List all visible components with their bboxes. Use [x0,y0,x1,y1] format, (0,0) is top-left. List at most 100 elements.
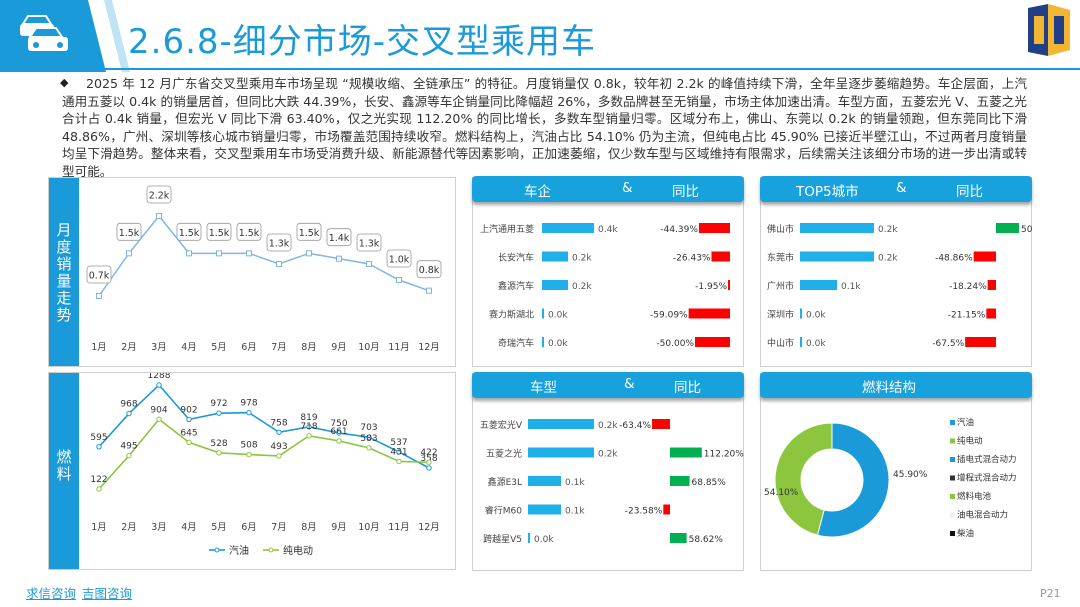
sales-data-label: 1.5k [209,228,230,239]
value-bar [800,251,874,262]
donut-slice [774,422,833,536]
yoy-bar [986,308,996,319]
value-bar [528,419,594,429]
sales-month-tick: 3月 [151,342,167,353]
yoy-label: -26.43% [673,254,711,264]
category-label: 鑫源E3L [488,476,522,488]
yoy-bar [670,533,687,543]
legend-gas-marker [214,547,220,553]
fuel-point [426,459,432,465]
value-label: 0.0k [806,311,826,321]
yoy-label: -59.09% [650,311,688,321]
fuel-data-label: 978 [240,399,257,409]
sales-data-label: 1.0k [389,255,410,266]
fuel-point [276,453,282,459]
legend-label: 燃料电池 [957,491,992,502]
legend-ev-label: 纯电动 [283,544,313,557]
fuel-point [216,410,222,416]
yoy-bar [965,337,996,347]
fuel-point [306,433,312,439]
page-header: 2.6.8-细分市场-交叉型乘用车 [0,0,1080,72]
sales-data-label: 0.8k [419,265,440,276]
legend-label: 插电式混合动力 [957,454,1017,465]
fuel-data-label: 1288 [148,373,171,381]
yoy-label: 112.20% [704,450,744,460]
fuel-structure-banner-label: 燃料结构 [862,380,916,396]
fuel-month-tick: 3月 [151,522,167,533]
sales-point [126,250,132,257]
value-bar [800,337,802,347]
city-banner-yoy: 同比 [956,184,983,200]
category-label: 长安汽车 [498,252,534,264]
sales-point [96,293,102,299]
value-label: 0.0k [806,339,826,349]
yoy-label: 58.62% [689,535,724,545]
pie-label-ev: 45.90% [893,470,928,480]
value-label: 0.0k [534,535,554,545]
fuel-point [156,416,162,422]
fuel-structure-donut-chart: 54.10% 45.90% 汽油纯电动插电式混合动力增程式混合动力燃料电池油电混合动… [764,417,1017,539]
value-bar [528,447,594,458]
value-label: 0.0k [548,311,568,321]
monthly-sales-chart: 0.7k 1月 1.5k 2月 2.2k 3月 1.5k 4月 1.5k 5月 1.5k 6月 1.3k… [86,185,442,353]
value-label: 0.1k [565,478,585,488]
fuel-point [246,451,252,458]
sales-month-tick: 5月 [211,342,227,353]
sales-label-box [326,228,352,247]
fuel-data-label: 645 [180,428,197,438]
fuel-data-label: 968 [120,400,137,410]
donut-slice [816,422,890,538]
footer-link-jitu[interactable]: 吉图咨询 [82,586,133,601]
fuel-point [396,449,402,455]
yoy-bar [652,419,670,429]
city-banner-label: TOP5城市 [796,184,859,200]
sales-line [98,214,430,297]
fuel-point [246,409,252,416]
bullet-icon: ◆ [60,76,69,89]
model-banner-amp: & [624,376,635,392]
fuel-data-label: 493 [270,442,287,452]
fuel-point [96,444,102,450]
sales-data-label: 0.7k [89,271,110,282]
sales-month-tick: 1月 [91,342,107,353]
fuel-point [306,424,312,430]
yoy-label: -1.95% [695,282,727,292]
sales-month-tick: 7月 [271,342,287,353]
sales-month-tick: 4月 [181,342,197,353]
value-bar [800,308,802,319]
model-panel [472,373,744,571]
yoy-label: -63.4% [619,421,651,431]
model-banner-yoy: 同比 [674,380,701,396]
fuel-point [276,429,282,435]
value-label: 0.2k [572,254,592,264]
fuel-data-label: 528 [210,439,227,449]
value-label: 0.2k [878,225,898,235]
fuel-month-tick: 4月 [181,522,197,533]
fuel-data-label: 422 [420,448,437,458]
value-label: 0.2k [598,421,618,431]
model-banner-label: 车型 [530,380,557,396]
fuel-point [336,438,342,444]
fuel-data-label: 819 [300,413,317,423]
legend-ev-marker [268,547,274,553]
legend-gas-label: 汽油 [229,544,249,557]
yoy-label: -23.58% [625,507,663,517]
category-label: 东莞市 [767,252,794,264]
fuel-month-tick: 11月 [388,522,410,533]
sales-label-box [296,222,322,241]
category-label: 广州市 [767,280,794,292]
sales-label-box [146,185,172,204]
fuel-month-tick: 1月 [91,522,107,533]
sales-data-label: 1.3k [359,239,380,250]
summary-text: 2025 年 12 月广东省交叉型乘用车市场呈现 “规模收缩、全链承压” 的特征… [62,76,1027,179]
legend-label: 纯电动 [957,436,983,447]
sales-point [276,261,282,267]
fuel-data-label: 495 [120,442,137,452]
fuel-point [186,416,192,423]
value-bar [528,504,561,515]
fuel-point [96,486,102,492]
value-bar [542,280,568,290]
footer-link-qiuxin[interactable]: 求信咨询 [26,586,77,601]
fuel-series-line [98,383,430,469]
car-icon [20,15,68,51]
